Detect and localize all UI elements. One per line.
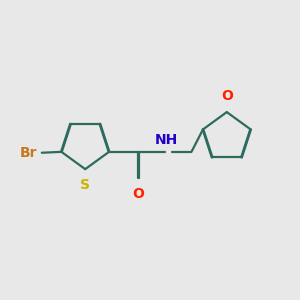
Text: Br: Br (20, 146, 38, 160)
Text: NH: NH (155, 134, 178, 147)
Text: S: S (80, 178, 90, 192)
Text: O: O (221, 89, 233, 103)
Text: O: O (133, 187, 144, 201)
